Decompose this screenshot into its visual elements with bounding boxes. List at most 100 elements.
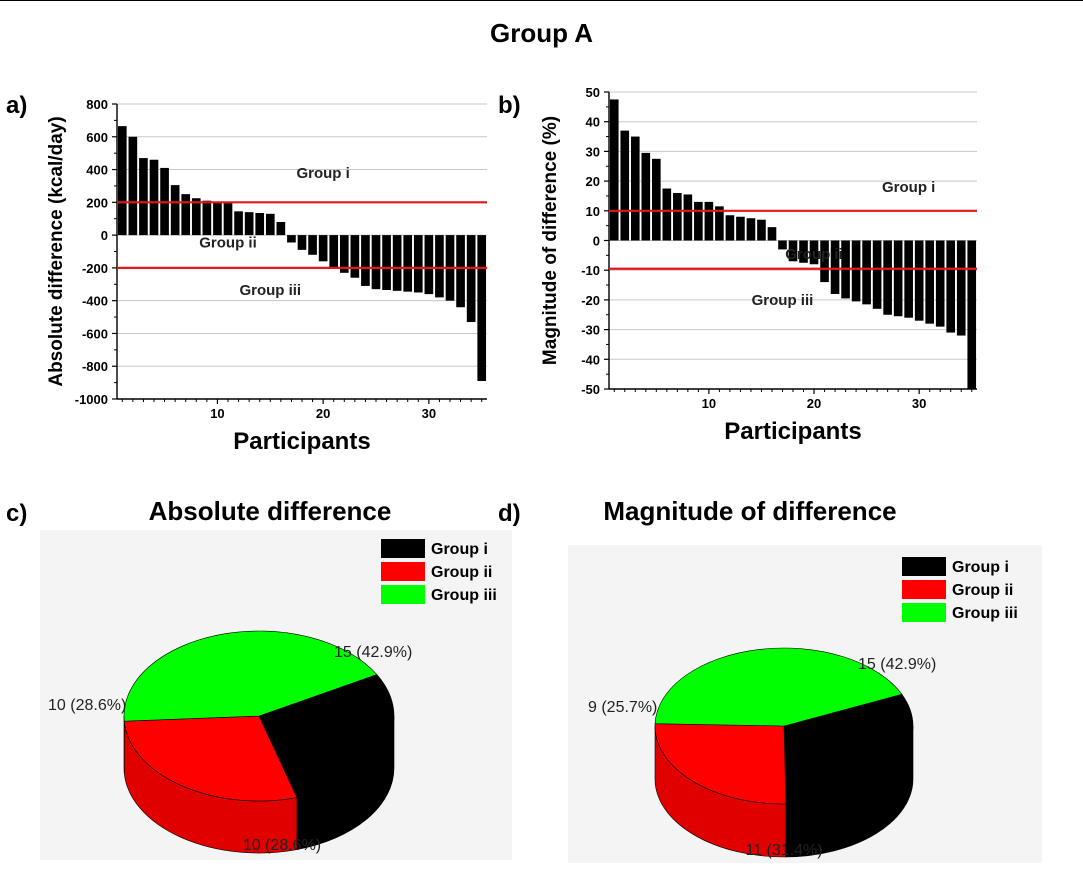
bar	[778, 240, 787, 250]
bar	[725, 215, 735, 241]
bar	[413, 235, 423, 293]
bar	[662, 188, 672, 241]
bar	[329, 235, 339, 268]
y-tick-label: -800	[82, 359, 108, 374]
bar	[213, 202, 222, 236]
bar	[935, 240, 945, 327]
pie-slice-group-iii	[123, 630, 378, 722]
pie-chart-magnitude-of-difference: 11 (31.4%) 9 (25.7%) 15 (42.9%) Group i Grou…	[568, 545, 1042, 863]
bar	[767, 227, 777, 241]
bar	[170, 185, 180, 236]
legend-label: Group i	[952, 559, 1009, 576]
y-tick-label: 400	[86, 163, 108, 178]
bar	[683, 194, 693, 241]
legend-swatch	[381, 585, 425, 604]
bar	[830, 240, 840, 294]
bar	[350, 235, 360, 278]
y-tick-label: -50	[581, 382, 600, 397]
bar	[620, 130, 630, 241]
pie-title-magnitude-of-difference: Magnitude of difference	[603, 496, 897, 526]
bar	[736, 216, 745, 241]
bar	[149, 159, 159, 236]
bar	[883, 240, 892, 315]
x-tick-label: 10	[702, 396, 716, 411]
y-tick-label: -40	[581, 352, 600, 367]
y-tick-label: -1000	[75, 392, 108, 407]
bar	[466, 235, 476, 322]
bar	[477, 235, 487, 381]
legend-label: Group iii	[952, 605, 1018, 622]
y-tick-label: -600	[82, 326, 108, 341]
y-axis-title: Absolute difference (kcal/day)	[46, 116, 67, 386]
bar	[820, 240, 829, 283]
y-tick-label: 30	[586, 144, 600, 159]
bar	[392, 235, 402, 291]
bar	[956, 240, 966, 336]
bar	[371, 235, 381, 290]
pie-slice-label: 15 (42.9%)	[334, 644, 412, 661]
bar	[757, 219, 766, 241]
bar	[234, 211, 243, 236]
bar	[255, 212, 265, 236]
x-tick-label: 20	[807, 396, 821, 411]
bar	[609, 99, 619, 241]
x-tick-label: 30	[422, 406, 436, 421]
bar	[191, 198, 201, 236]
bar	[287, 235, 296, 243]
x-axis-title: Participants	[233, 428, 370, 455]
pie-slice-label: 11 (31.4%)	[745, 842, 822, 859]
y-tick-label: 0	[101, 228, 108, 243]
bar	[318, 235, 328, 262]
bar	[276, 222, 286, 236]
legend-label: Group ii	[952, 582, 1013, 599]
y-tick-label: -20	[581, 293, 600, 308]
bar-chart-absolute-difference: 800 600 400 200 0 -200 -400 -600 -800 -1000 10 20 30…	[46, 97, 487, 455]
top-border-line	[0, 0, 1083, 1]
bar	[652, 158, 661, 241]
pie-slice-label: 10 (28.6%)	[48, 697, 126, 714]
bar	[361, 235, 370, 286]
bar	[139, 158, 148, 236]
bar	[914, 240, 924, 321]
y-tick-label: 40	[586, 115, 600, 130]
bar	[308, 235, 317, 255]
bar	[339, 235, 349, 273]
bar	[223, 203, 233, 236]
pie-slice-group-ii	[654, 723, 787, 805]
y-tick-label: -200	[82, 261, 108, 276]
bar	[704, 201, 714, 241]
bar	[715, 206, 724, 241]
y-axis-title: Magnitude of difference (%)	[540, 116, 561, 365]
bar	[809, 240, 819, 265]
bar	[265, 213, 275, 236]
legend-label: Group i	[431, 541, 488, 558]
bar	[862, 240, 871, 305]
region-label: Group ii	[199, 234, 257, 251]
bar	[181, 194, 191, 236]
y-tick-label: -400	[82, 294, 108, 309]
bar	[456, 235, 465, 308]
bar	[967, 240, 977, 389]
legend-swatch	[902, 557, 946, 576]
region-label: Group i	[882, 179, 935, 196]
x-tick-label: 20	[316, 406, 330, 421]
y-tick-label: 800	[86, 97, 108, 112]
bar	[946, 240, 956, 333]
bar	[641, 152, 651, 241]
bar	[117, 126, 127, 236]
y-tick-label: 0	[593, 234, 600, 249]
x-tick-label: 10	[210, 406, 224, 421]
bar	[673, 192, 682, 241]
bar	[128, 136, 138, 236]
y-tick-label: -10	[581, 263, 600, 278]
legend-label: Group ii	[431, 564, 492, 581]
y-tick-label: -30	[581, 323, 600, 338]
pie-chart-absolute-difference: 10 (28.6%) 10 (28.6%) 15 (42.9%) Group i Gro…	[40, 530, 512, 860]
pie-title-absolute-difference: Absolute difference	[148, 496, 392, 526]
bar	[872, 240, 882, 309]
pie-slice-label: 10 (28.6%)	[243, 837, 321, 854]
legend-swatch	[902, 603, 946, 622]
panel-label-c: c)	[6, 500, 28, 527]
pie-slice-label: 15 (42.9%)	[858, 656, 936, 673]
bar	[799, 240, 808, 263]
